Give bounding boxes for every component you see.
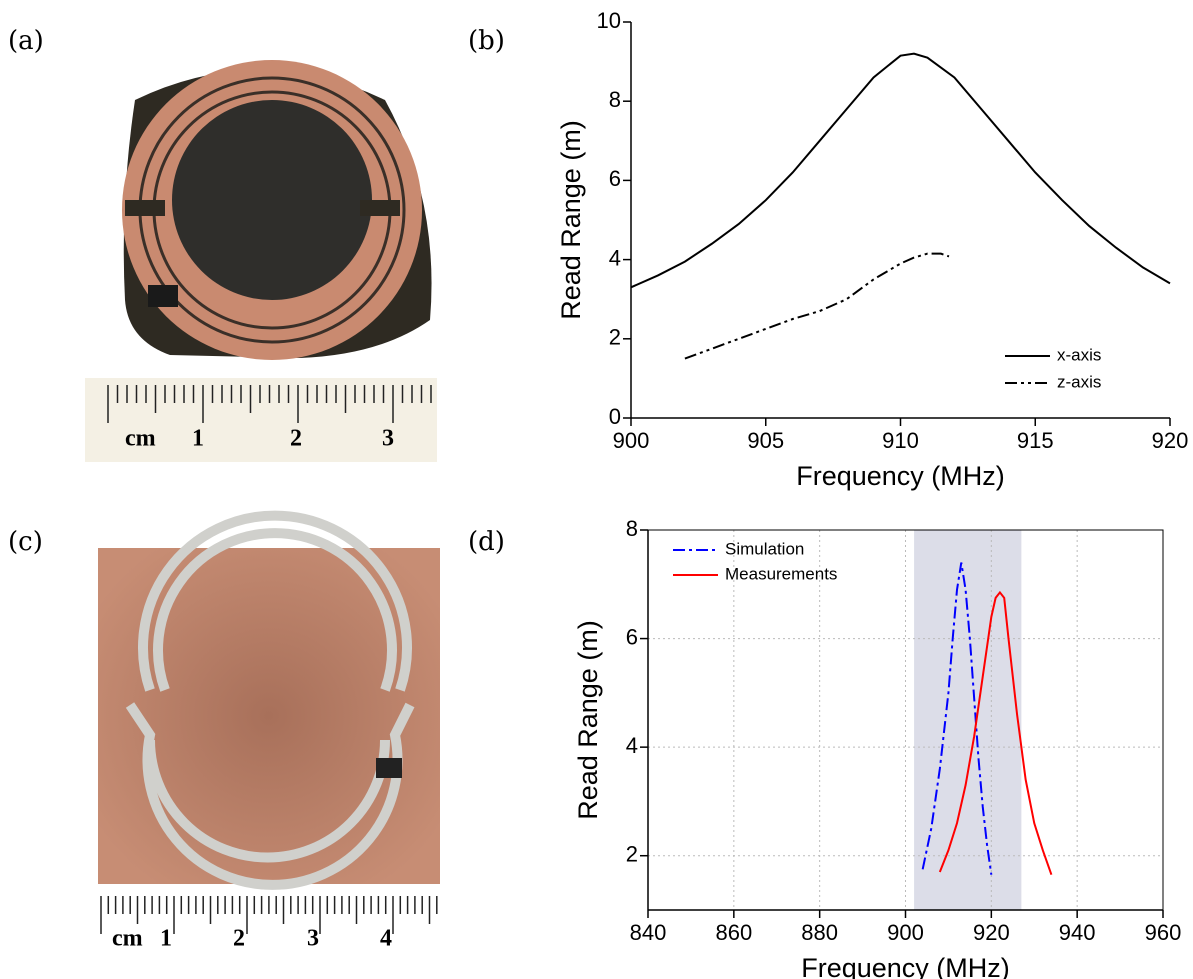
ruler-label: 3 (382, 426, 394, 452)
ruler-label: 3 (307, 926, 319, 952)
x-tick-label: 900 (887, 920, 924, 945)
photo-a (85, 60, 437, 462)
panel-label: (b) (468, 26, 505, 56)
x-tick-label: 920 (1152, 428, 1189, 453)
ruler-label: cm (112, 926, 143, 952)
y-tick-label: 10 (597, 8, 621, 33)
panel-label: (d) (468, 527, 505, 557)
ruler-label: 1 (160, 926, 172, 952)
legend-label: z-axis (1057, 372, 1101, 391)
y-tick-label: 4 (626, 733, 638, 758)
x-axis-label: Frequency (MHz) (801, 953, 1010, 979)
legend-label: Simulation (725, 539, 804, 558)
photo-c (98, 510, 440, 960)
plot-frame (647, 529, 1164, 911)
panel-label: (c) (8, 527, 43, 557)
y-tick-label: 0 (609, 404, 621, 429)
y-tick-label: 6 (609, 166, 621, 191)
ruler-label: 1 (192, 426, 204, 452)
ruler-label: 2 (233, 926, 245, 952)
x-tick-label: 915 (1017, 428, 1054, 453)
x-tick-label: 910 (882, 428, 919, 453)
y-tick-label: 6 (626, 624, 638, 649)
panel-label: (a) (8, 26, 44, 56)
legend-label: Measurements (725, 564, 837, 583)
x-tick-label: 920 (973, 920, 1010, 945)
y-axis-label: Read Range (m) (556, 120, 586, 320)
x-tick-label: 905 (747, 428, 784, 453)
y-tick-label: 4 (609, 245, 621, 270)
y-axis-label: Read Range (m) (573, 620, 603, 820)
x-tick-label: 840 (630, 920, 667, 945)
x-tick-label: 960 (1145, 920, 1182, 945)
shaded-band (914, 530, 1022, 910)
series-line (938, 590, 1053, 876)
ruler-label: 2 (290, 426, 302, 452)
y-tick-label: 8 (609, 87, 621, 112)
y-tick-label: 2 (626, 842, 638, 867)
ruler-label: 4 (380, 926, 392, 952)
x-tick-label: 880 (801, 920, 838, 945)
series-line (921, 562, 993, 875)
series-line (630, 52, 1171, 289)
legend-label: x-axis (1057, 345, 1101, 364)
x-axis-label: Frequency (MHz) (796, 461, 1005, 491)
y-tick-label: 8 (626, 516, 638, 541)
x-tick-label: 940 (1059, 920, 1096, 945)
x-tick-label: 900 (613, 428, 650, 453)
x-tick-label: 860 (715, 920, 752, 945)
y-tick-label: 2 (609, 325, 621, 350)
ruler-label: cm (125, 426, 156, 452)
series-line (684, 252, 950, 360)
